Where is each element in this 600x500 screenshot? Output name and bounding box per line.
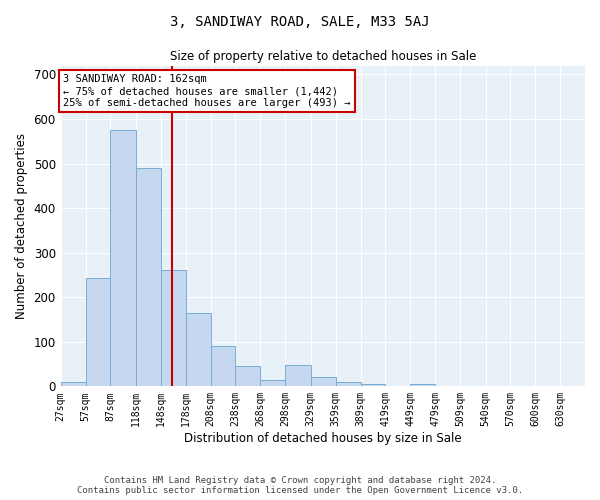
Bar — [161, 270, 186, 386]
Text: 3, SANDIWAY ROAD, SALE, M33 5AJ: 3, SANDIWAY ROAD, SALE, M33 5AJ — [170, 15, 430, 29]
Bar — [211, 346, 235, 387]
X-axis label: Distribution of detached houses by size in Sale: Distribution of detached houses by size … — [184, 432, 461, 445]
Title: Size of property relative to detached houses in Sale: Size of property relative to detached ho… — [170, 50, 476, 63]
Bar — [361, 384, 385, 386]
Bar — [61, 382, 86, 386]
Bar — [260, 380, 285, 386]
Text: 3 SANDIWAY ROAD: 162sqm
← 75% of detached houses are smaller (1,442)
25% of semi: 3 SANDIWAY ROAD: 162sqm ← 75% of detache… — [63, 74, 350, 108]
Y-axis label: Number of detached properties: Number of detached properties — [15, 133, 28, 319]
Bar — [335, 382, 361, 386]
Bar — [186, 313, 211, 386]
Bar — [136, 168, 161, 386]
Bar — [235, 366, 260, 386]
Bar — [86, 278, 110, 386]
Bar — [285, 365, 311, 386]
Text: Contains HM Land Registry data © Crown copyright and database right 2024.
Contai: Contains HM Land Registry data © Crown c… — [77, 476, 523, 495]
Bar — [311, 378, 335, 386]
Bar — [410, 384, 435, 386]
Bar — [110, 130, 136, 386]
